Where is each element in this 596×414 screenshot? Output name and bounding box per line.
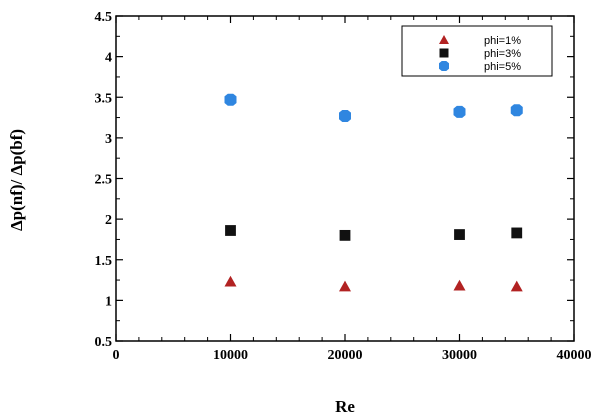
data-point-square <box>511 227 523 239</box>
x-axis: 0 10000 20000 30000 40000 <box>113 16 592 363</box>
x-tick-label: 30000 <box>442 348 477 363</box>
legend-label: phi=3% <box>484 48 521 60</box>
data-point-diamond <box>339 109 351 122</box>
x-tick-label: 20000 <box>328 348 363 363</box>
data-point-triangle <box>453 279 466 291</box>
legend-box <box>401 25 553 77</box>
data-point-square <box>225 225 236 236</box>
y-tick-label: 2 <box>105 213 112 228</box>
x-tick-label: 10000 <box>213 348 248 363</box>
y-tick-label: 4 <box>105 51 112 66</box>
x-axis-label: Re <box>335 397 355 414</box>
data-point-triangle <box>339 280 351 292</box>
y-tick-label: 2.5 <box>95 173 113 188</box>
y-tick-label: 3.5 <box>95 91 113 106</box>
legend-marker-square <box>439 48 449 58</box>
x-tick-label: 0 <box>113 348 120 363</box>
y-tick-label: 1.5 <box>95 254 113 269</box>
data-point-diamond <box>453 105 466 118</box>
data-point-diamond <box>510 104 523 117</box>
data-point-triangle <box>510 280 523 292</box>
legend-label: phi=5% <box>484 61 521 73</box>
x-tick-label: 40000 <box>557 348 592 363</box>
legend: phi=1%phi=3%phi=5% <box>401 25 553 77</box>
y-tick-label: 0.5 <box>95 335 113 350</box>
legend-label: phi=1% <box>484 35 521 47</box>
legend-marker-diamond <box>439 61 449 71</box>
data-point-square <box>339 229 351 241</box>
data-markers <box>224 93 523 292</box>
data-point-diamond <box>224 93 237 106</box>
legend-marker-triangle <box>439 35 449 44</box>
y-axis-label: Δp(nf)/ Δp(bf) <box>7 129 26 231</box>
data-point-square <box>454 229 465 240</box>
y-axis: 0.5 1 1.5 2 2.5 3 3.5 4 4.5 <box>95 10 574 350</box>
data-point-triangle <box>224 275 237 287</box>
y-tick-label: 1 <box>105 294 112 309</box>
y-tick-label: 4.5 <box>95 10 113 25</box>
y-tick-label: 3 <box>105 132 112 147</box>
